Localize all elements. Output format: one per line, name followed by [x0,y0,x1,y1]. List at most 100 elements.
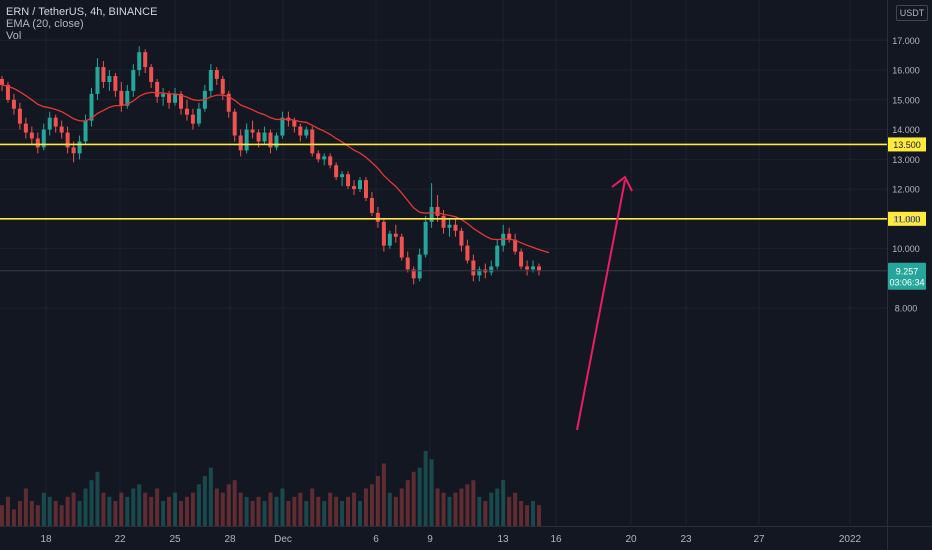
candle-body[interactable] [77,141,82,154]
volume-indicator-label[interactable]: Vol [6,30,22,42]
candle-body[interactable] [53,117,58,127]
candle-body[interactable] [381,221,386,246]
price-tick-label: 11.000 [893,214,920,224]
candle-body[interactable] [5,84,10,100]
candle-body[interactable] [47,117,52,130]
candle-body[interactable] [41,129,46,148]
candle-body[interactable] [507,233,512,240]
candle-body[interactable] [387,233,392,246]
volume-bar [101,492,106,526]
candle-body[interactable] [11,99,16,109]
candle-body[interactable] [322,156,327,160]
candle-body[interactable] [65,132,70,148]
candle-body[interactable] [101,67,106,82]
candle-body[interactable] [429,206,434,222]
candle-body[interactable] [238,135,243,151]
candle-body[interactable] [250,129,255,133]
candle-body[interactable] [35,138,40,148]
candle-body[interactable] [459,230,464,246]
candle-body[interactable] [489,266,494,273]
candle-body[interactable] [113,75,118,91]
candle-body[interactable] [256,132,261,142]
candle-body[interactable] [340,174,345,178]
projection-arrow-head[interactable] [611,175,633,192]
candle-body[interactable] [537,266,541,271]
candle-body[interactable] [334,165,339,178]
candle-body[interactable] [352,186,357,190]
candle-body[interactable] [375,212,380,222]
candle-body[interactable] [411,269,416,279]
candle-body[interactable] [268,132,273,148]
candle-body[interactable] [304,129,309,136]
candle-body[interactable] [214,70,219,79]
candle-body[interactable] [262,132,267,142]
candle-body[interactable] [208,70,213,91]
candle-body[interactable] [495,245,500,267]
candle-body[interactable] [453,224,458,231]
candle-body[interactable] [447,224,452,228]
candle-body[interactable] [369,198,374,213]
candle-body[interactable] [190,114,195,124]
volume-bar [125,496,130,526]
candle-body[interactable] [292,120,297,127]
candle-body[interactable] [232,111,237,136]
candle-body[interactable] [280,117,285,136]
symbol-title[interactable]: ERN / TetherUS, 4h, BINANCE [6,6,158,18]
candle-body[interactable] [513,239,518,252]
candle-body[interactable] [83,120,88,142]
candle-body[interactable] [363,180,368,199]
candle-body[interactable] [119,90,124,106]
candle-body[interactable] [358,180,362,190]
candle-body[interactable] [393,233,398,237]
candle-body[interactable] [531,266,536,270]
volume-bar [131,488,136,526]
candle-body[interactable] [441,215,446,228]
candle-body[interactable] [143,52,148,68]
candle-body[interactable] [71,147,76,154]
ema-indicator-label[interactable]: EMA (20, close) [6,18,84,30]
candle-body[interactable] [173,93,178,103]
candle-body[interactable] [310,129,315,154]
candle-body[interactable] [328,156,333,166]
candle-body[interactable] [107,75,112,82]
candle-body[interactable] [89,93,94,121]
candle-body[interactable] [417,254,422,279]
candle-body[interactable] [29,132,34,139]
candle-body[interactable] [519,251,524,267]
candle-body[interactable] [179,93,183,109]
candle-body[interactable] [161,93,166,97]
candle-body[interactable] [155,81,160,97]
candle-body[interactable] [196,108,201,124]
candle-body[interactable] [399,236,404,258]
candle-body[interactable] [0,78,4,85]
candle-body[interactable] [405,257,410,270]
candle-body[interactable] [226,93,231,112]
candle-body[interactable] [316,153,321,160]
candle-body[interactable] [125,90,130,106]
projection-arrow-shaft[interactable] [576,179,626,431]
candle-body[interactable] [131,70,136,91]
candle-body[interactable] [184,108,189,115]
candle-body[interactable] [220,78,225,94]
candle-body[interactable] [477,269,482,276]
candle-body[interactable] [23,123,28,133]
candle-body[interactable] [298,126,303,136]
candle-body[interactable] [465,245,470,261]
volume-bar [137,484,142,526]
candle-body[interactable] [525,266,530,270]
currency-badge[interactable]: USDT [896,5,928,21]
candle-body[interactable] [17,108,22,124]
candle-body[interactable] [435,206,440,216]
candle-body[interactable] [423,221,428,255]
candle-body[interactable] [149,67,154,82]
candle-body[interactable] [137,52,142,71]
candle-body[interactable] [471,260,476,276]
candle-body[interactable] [95,67,100,94]
candle-body[interactable] [167,93,172,103]
candle-body[interactable] [346,174,351,187]
candle-body[interactable] [274,135,279,148]
candle-body[interactable] [59,126,64,133]
candle-body[interactable] [244,129,249,151]
chart-legend: ERN / TetherUS, 4h, BINANCE EMA (20, clo… [6,6,157,42]
